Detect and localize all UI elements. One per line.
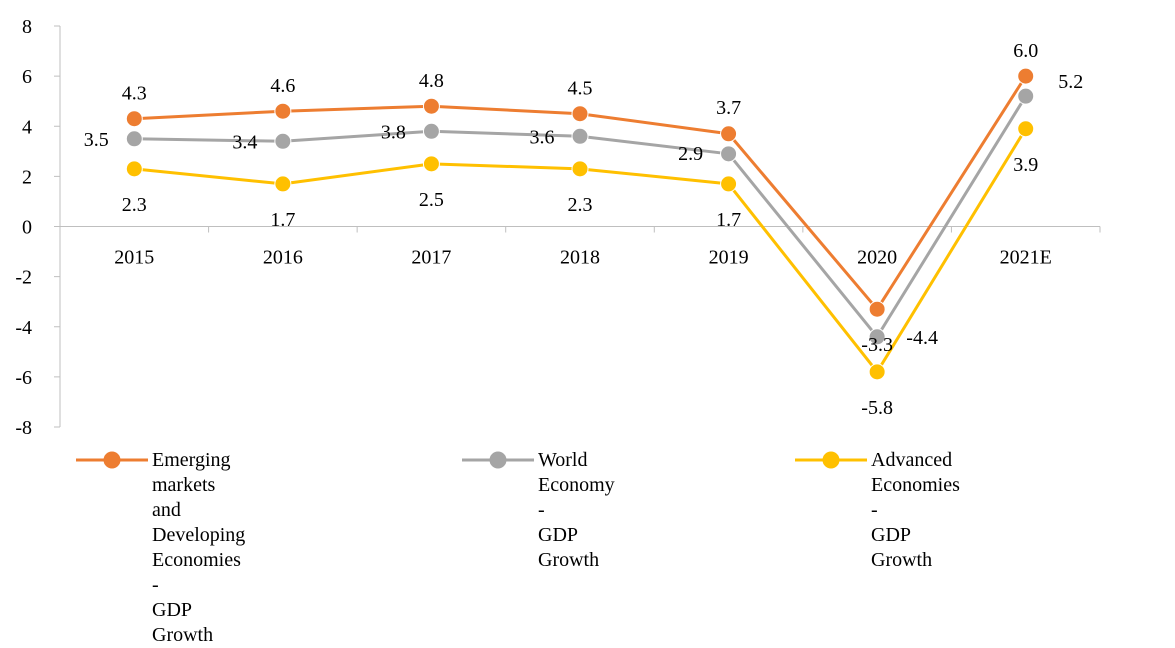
legend-item-emerging: Emerging markets and Developing Economie… — [76, 448, 245, 648]
data-label-world: -4.4 — [906, 327, 938, 349]
legend-label-emerging: Emerging markets and Developing Economie… — [152, 449, 246, 646]
data-point-world — [1017, 87, 1035, 105]
data-label-emerging: 4.8 — [419, 70, 444, 92]
data-label-advanced: 1.7 — [716, 209, 741, 231]
legend-marker-emerging — [76, 451, 148, 469]
data-label-advanced: 2.5 — [419, 189, 444, 211]
legend-label-advanced: Advanced Economies - GDP Growth — [871, 449, 960, 571]
data-label-world: 3.8 — [381, 121, 406, 143]
data-point-emerging — [1017, 67, 1035, 85]
data-point-advanced — [571, 160, 589, 178]
chart-axes: 8 6 4 2 0 -2 -4 -6 -8 2015 2016 2017 2018 2019 2020 202… — [15, 16, 1101, 439]
data-point-advanced — [422, 155, 440, 173]
data-point-world — [125, 130, 143, 148]
legend-label-world: World Economy - GDP Growth — [538, 449, 615, 571]
data-label-world: 2.9 — [678, 143, 703, 165]
data-point-world — [868, 328, 886, 346]
data-label-advanced: 3.9 — [1013, 154, 1038, 176]
x-tick-label: 2015 — [114, 247, 154, 269]
data-label-advanced: 2.3 — [122, 194, 147, 216]
x-tick-label: 2018 — [560, 247, 600, 269]
data-label-emerging: 6.0 — [1013, 40, 1038, 62]
legend-item-advanced: Advanced Economies - GDP Growth — [795, 448, 960, 573]
y-tick-label: 6 — [22, 66, 32, 88]
x-tick-label: 2016 — [263, 247, 303, 269]
y-tick-label: 2 — [22, 166, 32, 188]
legend-item-world: World Economy - GDP Growth — [462, 448, 615, 573]
data-label-emerging: 3.7 — [716, 97, 741, 119]
data-label-emerging: 4.5 — [568, 78, 593, 100]
data-point-advanced — [274, 175, 292, 193]
data-label-world: 3.6 — [530, 126, 555, 148]
y-tick-label: 8 — [22, 16, 32, 38]
data-point-emerging — [868, 300, 886, 318]
data-point-advanced — [125, 160, 143, 178]
data-label-world: 3.5 — [84, 129, 109, 151]
line-chart: 8 6 4 2 0 -2 -4 -6 -8 2015 2016 2017 2018 2019 2020 202… — [15, 16, 1101, 439]
data-point-advanced — [1017, 120, 1035, 138]
data-label-emerging: 4.6 — [270, 75, 295, 97]
data-point-advanced — [720, 175, 738, 193]
y-tick-label: -2 — [15, 267, 32, 289]
data-point-world — [422, 122, 440, 140]
data-point-world — [571, 127, 589, 145]
data-point-emerging — [571, 105, 589, 123]
legend-marker-world — [462, 451, 534, 469]
data-label-emerging: -3.3 — [861, 334, 893, 356]
data-label-advanced: 2.3 — [568, 194, 593, 216]
data-label-emerging: 4.3 — [122, 83, 147, 105]
data-label-advanced: -5.8 — [861, 397, 893, 419]
y-tick-label: -4 — [15, 317, 32, 339]
data-point-world — [274, 132, 292, 150]
series-layer — [125, 67, 1035, 381]
data-point-emerging — [274, 102, 292, 120]
data-point-world — [720, 145, 738, 163]
data-label-world: 5.2 — [1058, 71, 1083, 93]
data-labels-layer: 4.3 4.6 4.8 4.5 3.7 -3.3 6.0 3.5 3.4 3.8 3.6 2.9 -4.… — [84, 40, 1083, 419]
data-label-world: 3.4 — [232, 131, 257, 153]
legend-marker-advanced — [795, 451, 867, 469]
x-tick-label: 2019 — [709, 247, 749, 269]
data-point-advanced — [868, 363, 886, 381]
x-tick-label: 2017 — [411, 247, 451, 269]
y-tick-label: -6 — [15, 367, 32, 389]
data-point-emerging — [125, 110, 143, 128]
x-tick-label: 2021E — [1000, 247, 1052, 269]
y-tick-label: 0 — [22, 217, 32, 239]
data-label-advanced: 1.7 — [270, 209, 295, 231]
x-tick-label: 2020 — [857, 247, 897, 269]
y-tick-label: 4 — [22, 116, 32, 138]
data-point-emerging — [422, 97, 440, 115]
y-tick-label: -8 — [15, 417, 32, 439]
data-point-emerging — [720, 125, 738, 143]
